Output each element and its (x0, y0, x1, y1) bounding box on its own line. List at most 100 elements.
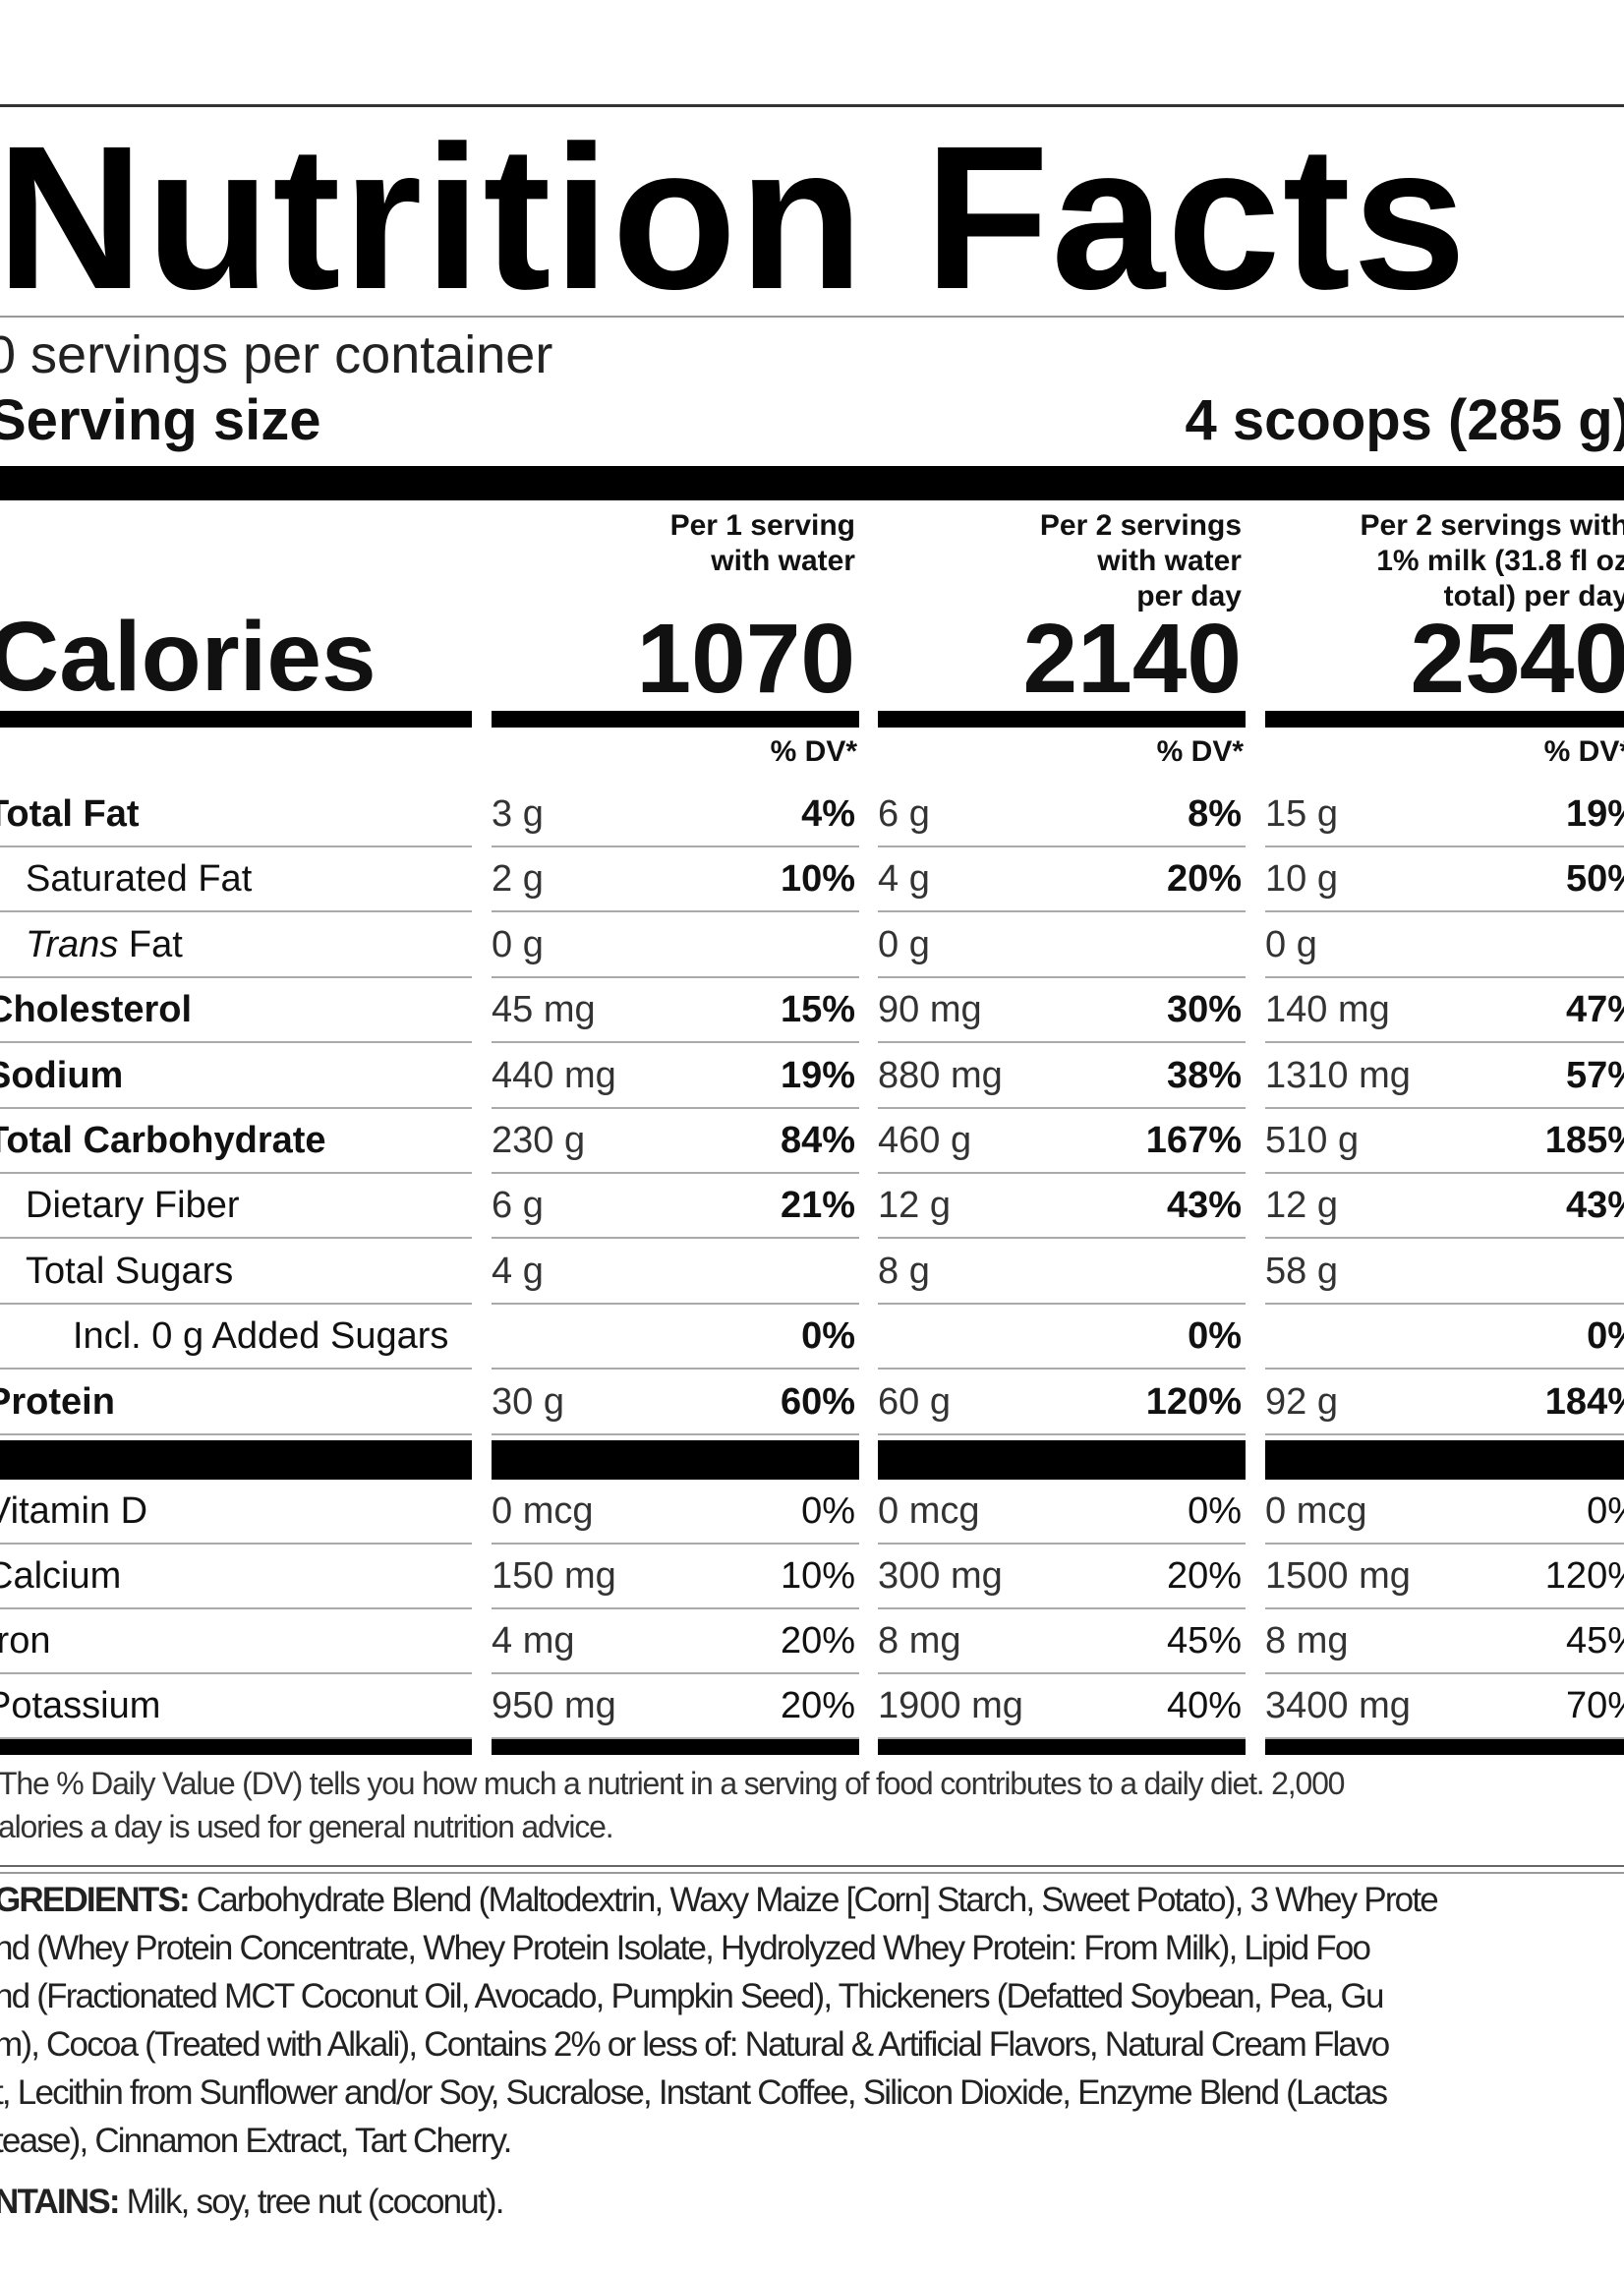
top-rule (0, 104, 1624, 107)
ingredients-label: GREDIENTS: (0, 1881, 191, 1919)
daily-value-percent: 120% (1544, 1555, 1624, 1597)
nutrient-cell: 60 g 120% (878, 1370, 1246, 1435)
dv-header: % DV* (1543, 735, 1624, 768)
footnote-rule (0, 1865, 1624, 1874)
nutrient-cell: 140 mg 47% (1265, 978, 1624, 1044)
vitamin-row: Potassium 950 mg 20% 1900 mg 40% 3400 mg 70% (0, 1674, 1624, 1739)
amount: 460 g (878, 1120, 972, 1161)
daily-value-percent: 20% (1166, 1555, 1242, 1597)
nutrient-label: Cholesterol (0, 978, 472, 1044)
nutrient-cell: 10 g 50% (1265, 847, 1624, 913)
amount: 0 mcg (878, 1490, 980, 1532)
contains-text: Milk, soy, tree nut (coconut). (118, 2183, 505, 2221)
nutrient-row: Incl. 0 g Added Sugars 0% 0% 0% (0, 1305, 1624, 1370)
daily-value-percent: 40% (1166, 1685, 1242, 1726)
nutrient-row: Saturated Fat 2 g 10% 4 g 20% 10 g 50% (0, 847, 1624, 913)
daily-value-percent: 120% (1145, 1380, 1242, 1423)
nutrient-thick-rule (878, 1440, 1246, 1480)
nutrient-cell: 4 g 20% (878, 847, 1246, 913)
daily-value-percent: 50% (1565, 858, 1624, 901)
column-header-line: Per 2 servings with (1360, 509, 1624, 542)
daily-value-percent: 0% (801, 1315, 855, 1358)
nutrient-cell: 4 mg 20% (492, 1609, 859, 1674)
nutrient-cell: 300 mg 20% (878, 1545, 1246, 1609)
servings-per-container: 0 servings per container (0, 325, 553, 384)
amount: 230 g (492, 1120, 586, 1161)
amount: 510 g (1265, 1120, 1360, 1161)
nutrient-thick-rule (0, 1440, 472, 1480)
daily-value-percent: 10% (780, 858, 855, 901)
daily-value-percent: 167% (1145, 1120, 1242, 1161)
nutrient-label: Trans Fat (0, 913, 472, 978)
nutrient-label: Total Carbohydrate (0, 1109, 472, 1174)
column-header-line: Per 2 servings (1039, 509, 1242, 542)
amount: 3 g (492, 793, 544, 835)
amount: 12 g (1265, 1185, 1338, 1227)
title-rule (0, 316, 1624, 318)
daily-value-percent: 38% (1166, 1054, 1242, 1096)
nutrient-cell: 8 mg 45% (1265, 1609, 1624, 1674)
calories-rule (878, 711, 1246, 728)
calories-rule (1265, 711, 1624, 728)
nutrient-cell: 1310 mg 57% (1265, 1044, 1624, 1109)
footnote-line-1: The % Daily Value (DV) tells you how muc… (0, 1766, 1345, 1801)
nutrient-cell: 1500 mg 120% (1265, 1545, 1624, 1609)
daily-value-percent: 15% (780, 989, 855, 1031)
nutrient-cell: 510 g 185% (1265, 1109, 1624, 1174)
nutrient-cell: 440 mg 19% (492, 1044, 859, 1109)
daily-value-percent: 20% (780, 1620, 855, 1662)
daily-value-percent: 185% (1544, 1120, 1624, 1161)
footnote-line-2: alories a day is used for general nutrit… (0, 1809, 614, 1844)
amount: 12 g (878, 1185, 951, 1227)
daily-value-percent: 184% (1544, 1380, 1624, 1423)
column-header-line: with water (711, 545, 855, 577)
nutrient-row: Dietary Fiber 6 g 21% 12 g 43% 12 g 43% (0, 1174, 1624, 1240)
amount: 8 mg (878, 1620, 961, 1662)
daily-value-percent: 20% (780, 1685, 855, 1726)
nutrient-cell: 230 g 84% (492, 1109, 859, 1174)
daily-value-percent: 10% (780, 1555, 855, 1597)
amount: 140 mg (1265, 989, 1390, 1031)
nutrient-thick-rule (492, 1440, 859, 1480)
serving-size-label: Serving size (0, 388, 321, 452)
amount: 6 g (878, 793, 930, 835)
calories-label: Calories (0, 602, 377, 712)
nutrient-cell: 0 g (1265, 913, 1624, 978)
nutrient-cell: 6 g 21% (492, 1174, 859, 1240)
amount: 4 mg (492, 1620, 575, 1662)
daily-value-percent: 0% (1188, 1315, 1242, 1358)
amount: 15 g (1265, 793, 1338, 835)
nutrient-cell: 1900 mg 40% (878, 1674, 1246, 1739)
amount: 300 mg (878, 1555, 1003, 1597)
thick-rule (0, 466, 1624, 500)
nutrient-label: Sodium (0, 1044, 472, 1109)
column-header-line: total) per day (1443, 580, 1624, 612)
vitamin-thick-rule (0, 1737, 472, 1755)
nutrient-cell: 460 g 167% (878, 1109, 1246, 1174)
nutrient-cell: 0% (492, 1305, 859, 1370)
nutrient-label: Total Fat (0, 783, 472, 847)
nutrient-cell: 4 g (492, 1240, 859, 1305)
nutrient-label: Protein (0, 1370, 472, 1435)
contains-statement: NTAINS: Milk, soy, tree nut (coconut). (0, 2178, 505, 2226)
nutrient-cell: 58 g (1265, 1240, 1624, 1305)
column-header: Per 2 servings with 1% milk (31.8 fl oz to… (1265, 508, 1624, 614)
daily-value-percent: 60% (780, 1380, 855, 1423)
vitamin-row: Iron 4 mg 20% 8 mg 45% 8 mg 45% (0, 1609, 1624, 1674)
nutrient-row: Trans Fat 0 g 0 g 0 g (0, 913, 1624, 978)
calories-value: 1070 (636, 604, 855, 714)
amount: 880 mg (878, 1054, 1003, 1096)
amount: 0 g (1265, 923, 1317, 965)
amount: 45 mg (492, 989, 596, 1031)
nutrient-row: Total Carbohydrate 230 g 84% 460 g 167% 510 g… (0, 1109, 1624, 1174)
amount: 58 g (1265, 1250, 1338, 1292)
nutrient-cell: 92 g 184% (1265, 1370, 1624, 1435)
daily-value-percent: 47% (1565, 989, 1624, 1031)
amount: 8 mg (1265, 1620, 1349, 1662)
ingredients-line: tease), Cinnamon Extract, Tart Cherry. (0, 2122, 512, 2160)
amount: 0 g (492, 923, 544, 965)
daily-value-percent: 20% (1166, 858, 1242, 901)
contains-label: NTAINS: (0, 2183, 121, 2221)
daily-value-percent: 0% (1188, 1490, 1242, 1532)
daily-value-percent: 0% (801, 1490, 855, 1532)
